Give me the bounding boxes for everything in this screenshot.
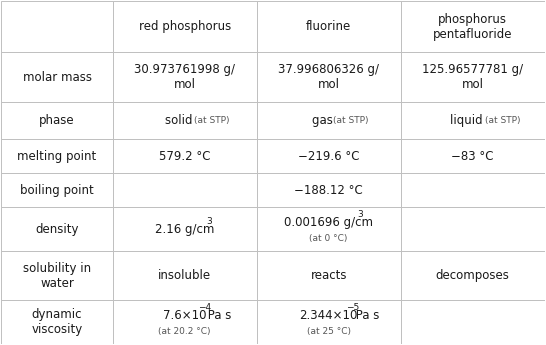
Bar <box>401 174 544 207</box>
Bar <box>2 52 113 101</box>
Text: molar mass: molar mass <box>22 70 92 83</box>
Text: boiling point: boiling point <box>20 184 94 197</box>
Bar <box>113 251 257 300</box>
Bar <box>2 174 113 207</box>
Bar <box>257 207 401 251</box>
Bar <box>113 139 257 174</box>
Bar <box>401 139 544 174</box>
Text: Pa s: Pa s <box>352 309 379 322</box>
Text: (at 0 °C): (at 0 °C) <box>310 234 348 243</box>
Bar <box>113 101 257 139</box>
Bar <box>2 251 113 300</box>
Text: (at STP): (at STP) <box>333 116 369 125</box>
Bar <box>257 1 401 52</box>
Bar <box>257 101 401 139</box>
Text: −5: −5 <box>346 303 359 312</box>
Text: solid: solid <box>164 114 199 127</box>
Text: red phosphorus: red phosphorus <box>139 20 231 33</box>
Bar <box>257 251 401 300</box>
Text: liquid: liquid <box>450 114 490 127</box>
Bar <box>2 1 113 52</box>
Text: insoluble: insoluble <box>158 269 211 282</box>
Bar <box>257 139 401 174</box>
Bar <box>257 52 401 101</box>
Text: 2.16 g/cm: 2.16 g/cm <box>155 223 215 236</box>
Bar <box>401 300 544 344</box>
Bar <box>257 174 401 207</box>
Text: phosphorus
pentafluoride: phosphorus pentafluoride <box>433 13 512 41</box>
Bar <box>401 52 544 101</box>
Text: Pa s: Pa s <box>204 309 231 322</box>
Text: 125.96577781 g/
mol: 125.96577781 g/ mol <box>422 63 523 91</box>
Text: dynamic
viscosity: dynamic viscosity <box>32 308 82 336</box>
Text: −4: −4 <box>198 303 211 312</box>
Bar <box>2 139 113 174</box>
Text: −219.6 °C: −219.6 °C <box>298 150 359 163</box>
Bar <box>113 300 257 344</box>
Text: melting point: melting point <box>17 150 97 163</box>
Text: phase: phase <box>39 114 75 127</box>
Text: 37.996806326 g/
mol: 37.996806326 g/ mol <box>278 63 379 91</box>
Text: (at 20.2 °C): (at 20.2 °C) <box>158 327 211 336</box>
Bar <box>113 207 257 251</box>
Text: 579.2 °C: 579.2 °C <box>159 150 210 163</box>
Text: −188.12 °C: −188.12 °C <box>294 184 363 197</box>
Text: 3: 3 <box>206 217 212 226</box>
Bar <box>2 207 113 251</box>
Bar <box>401 207 544 251</box>
Text: density: density <box>35 223 79 236</box>
Text: 3: 3 <box>357 210 363 219</box>
Text: reacts: reacts <box>311 269 347 282</box>
Text: decomposes: decomposes <box>436 269 509 282</box>
Text: fluorine: fluorine <box>306 20 351 33</box>
Bar <box>401 1 544 52</box>
Text: gas: gas <box>312 114 340 127</box>
Bar <box>401 101 544 139</box>
Text: (at STP): (at STP) <box>485 116 520 125</box>
Text: (at STP): (at STP) <box>194 116 230 125</box>
Text: 7.6×10: 7.6×10 <box>163 309 206 322</box>
Text: solubility in
water: solubility in water <box>23 262 91 289</box>
Bar <box>401 251 544 300</box>
Text: 2.344×10: 2.344×10 <box>300 309 358 322</box>
Bar <box>113 174 257 207</box>
Text: (at 25 °C): (at 25 °C) <box>307 327 351 336</box>
Text: 30.973761998 g/
mol: 30.973761998 g/ mol <box>134 63 235 91</box>
Text: 0.001696 g/cm: 0.001696 g/cm <box>284 216 373 229</box>
Text: −83 °C: −83 °C <box>452 150 494 163</box>
Bar <box>257 300 401 344</box>
Bar <box>113 52 257 101</box>
Bar <box>113 1 257 52</box>
Bar <box>2 300 113 344</box>
Bar <box>2 101 113 139</box>
